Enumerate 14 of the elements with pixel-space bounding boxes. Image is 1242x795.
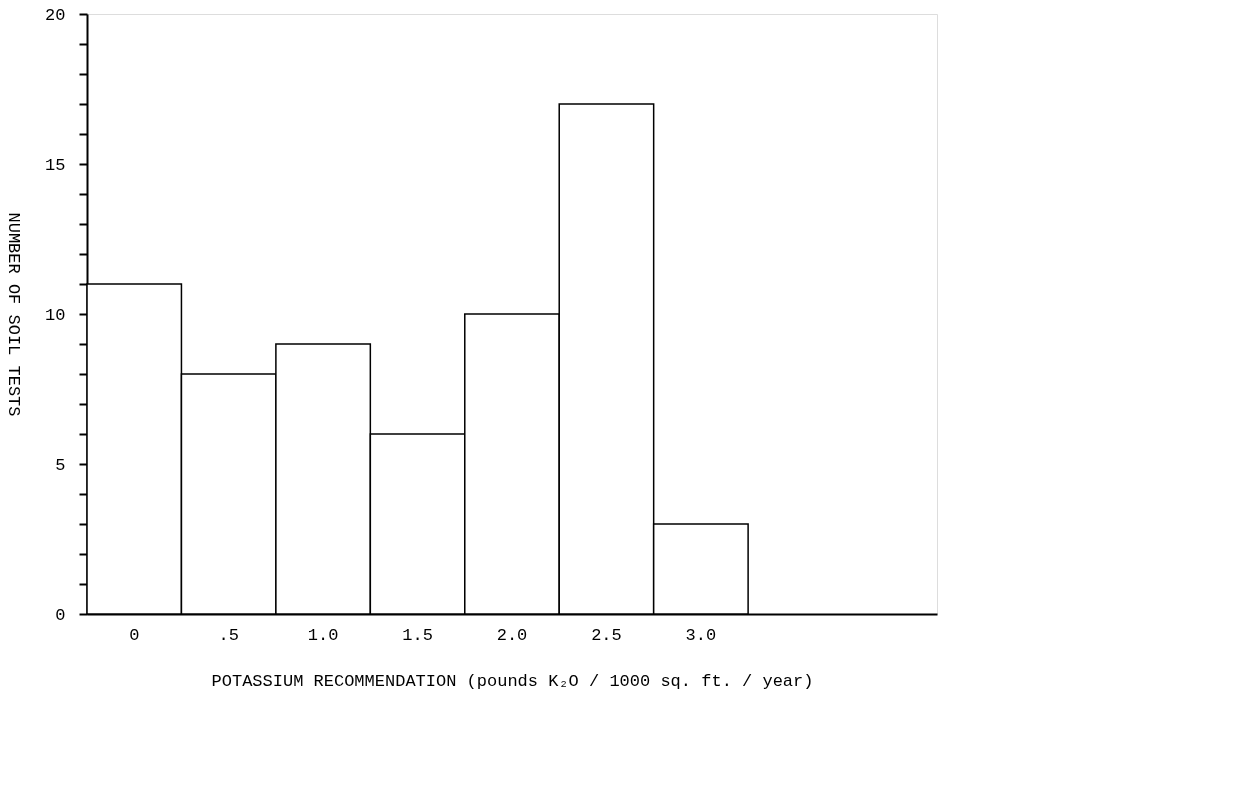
x-tick-label: 1.5 bbox=[402, 625, 433, 645]
x-tick-label: 3.0 bbox=[685, 625, 717, 645]
x-tick-label: 0 bbox=[129, 625, 140, 645]
x-tick-label: 2.5 bbox=[591, 625, 622, 645]
y-tick-label: 10 bbox=[45, 305, 66, 325]
x-tick-label: 1.0 bbox=[307, 625, 339, 645]
y-tick-label: 15 bbox=[45, 155, 66, 175]
x-tick-label: 2.0 bbox=[496, 625, 528, 645]
y-tick-label: 5 bbox=[55, 455, 66, 475]
y-tick-label: 20 bbox=[45, 5, 66, 25]
y-tick-label: 0 bbox=[55, 605, 66, 625]
x-axis-title: POTASSIUM RECOMMENDATION (pounds K₂O / 1000 sq. ft. / year) bbox=[211, 671, 814, 691]
x-tick-label: .5 bbox=[218, 625, 239, 645]
y-axis-title: NUMBER OF SOIL TESTS bbox=[4, 212, 24, 417]
